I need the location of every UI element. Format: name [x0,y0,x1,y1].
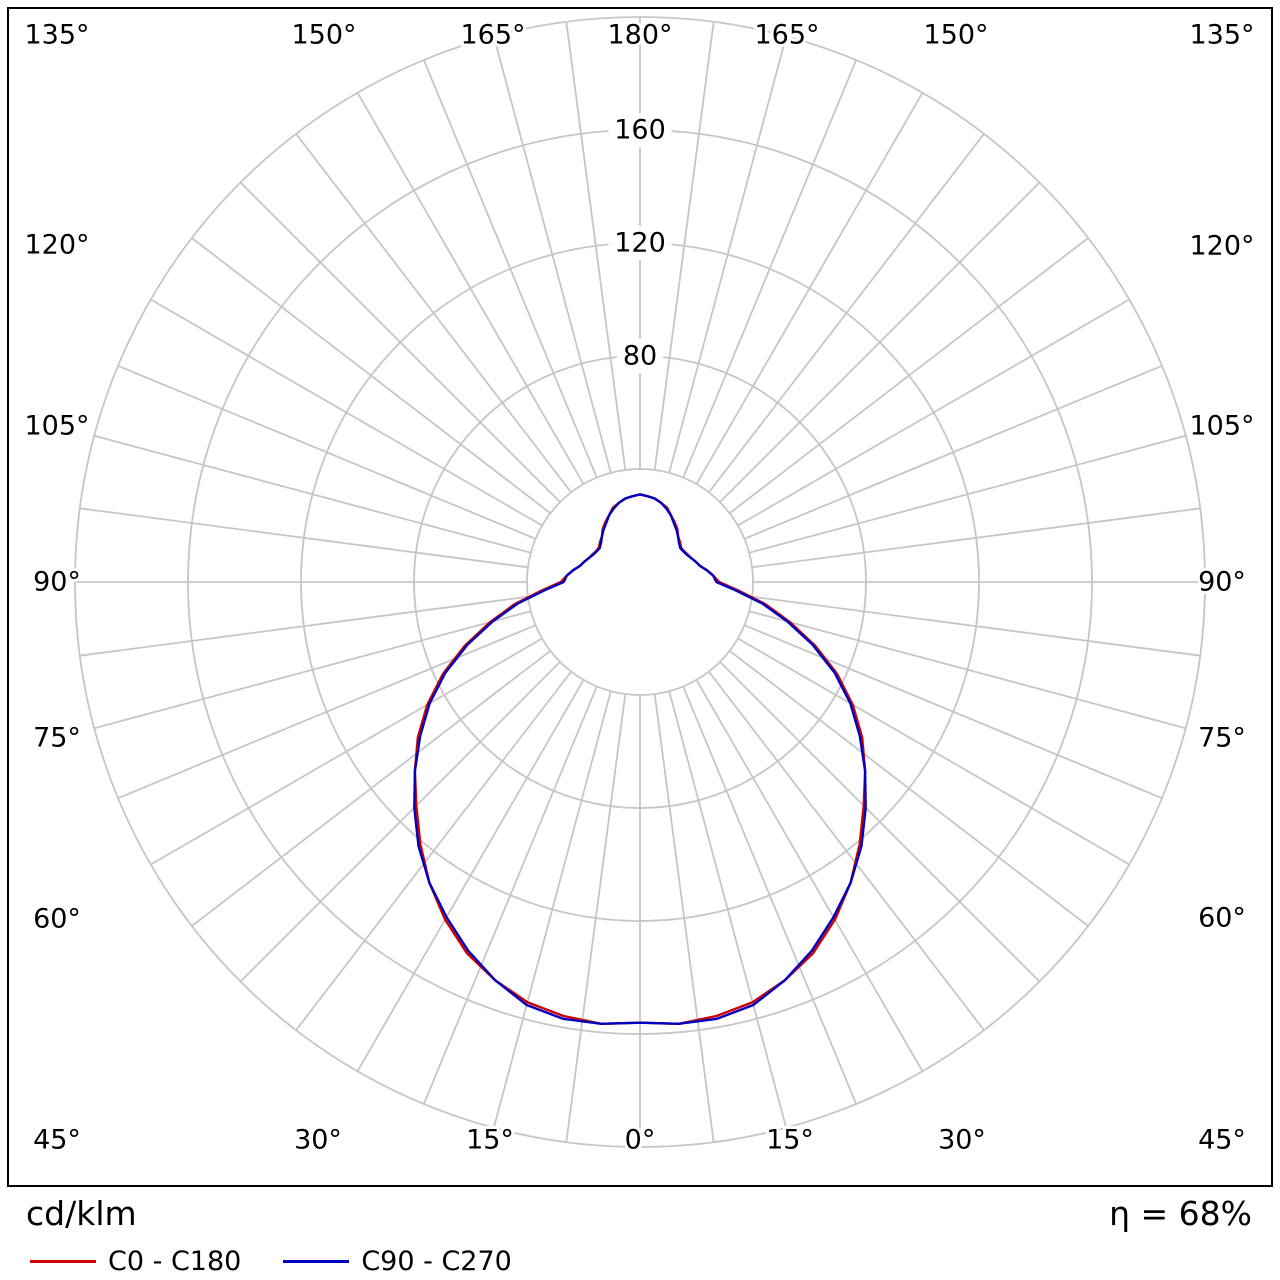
legend-line-c90-c270 [283,1260,350,1263]
grid-spoke [751,507,1201,569]
legend-label-c90-c270: C90 - C270 [361,1246,512,1277]
grid-spoke [653,21,715,471]
angle-label: 75° [1198,723,1246,754]
angle-label: 135° [1189,20,1254,51]
angle-label: 120° [1189,231,1254,262]
legend-items: C0 - C180 C90 - C270 [30,1248,512,1275]
angle-label: 180° [607,20,672,51]
angle-label: 105° [24,411,89,442]
ring-label-bg [608,226,672,260]
grid-spoke [117,624,536,800]
grid-spoke [79,507,529,569]
curve-c90-c270 [413,493,867,1025]
grid-spoke [737,637,1130,866]
grid-spoke [719,181,1041,503]
angle-label: 150° [291,20,356,51]
grid-spoke [737,298,1130,527]
grid-spoke [492,36,612,474]
grid-spoke [682,59,858,478]
legend-line-c0-c180 [30,1260,96,1263]
angle-label: 15° [766,1125,814,1156]
ring-label-bg [617,339,663,373]
angle-label: 135° [24,20,89,51]
grid-spoke [117,364,536,540]
grid-spoke [748,610,1186,730]
angle-label: 15° [466,1125,514,1156]
grid-spoke [295,671,572,1031]
grid-spoke [239,661,561,983]
ring-label: 120 [614,228,666,259]
angle-label: 120° [24,230,89,261]
grid-spoke [653,693,715,1143]
grid-spoke [94,434,532,554]
grid-spoke [492,690,612,1128]
grid-spoke [191,237,551,514]
grid-spoke [565,693,627,1143]
angle-label: 90° [33,567,81,598]
grid-spoke [748,434,1186,554]
grid-spoke [295,133,572,493]
grid-spoke [565,21,627,471]
angle-label: 90° [1198,567,1246,598]
legend-item-c90-c270: C90 - C270 [283,1248,512,1275]
grid-spoke [695,679,924,1072]
grid-spoke [708,133,985,493]
grid-spoke [729,237,1089,514]
grid-spoke [668,690,788,1128]
grid-spoke [94,610,532,730]
legend-label-c0-c180: C0 - C180 [108,1246,242,1277]
ring-label: 160 [614,115,666,146]
grid-spoke [744,364,1163,540]
grid-spoke [150,637,543,866]
unit-label: cd/klm [26,1194,137,1233]
angle-label: 75° [33,723,81,754]
efficiency-label: η = 68% [1109,1194,1252,1233]
grid-spoke [422,686,598,1105]
grid-spoke [751,595,1201,657]
angle-label: 165° [460,20,525,51]
angle-label: 60° [1198,903,1246,934]
grid-spoke [191,650,551,927]
grid-spoke [708,671,985,1031]
angle-label: 150° [923,20,988,51]
legend-item-c0-c180: C0 - C180 [30,1248,241,1275]
angle-label: 165° [754,20,819,51]
grid-spoke [239,181,561,503]
grid-spoke [744,624,1163,800]
grid-spoke [668,36,788,474]
grid-spoke [356,92,585,485]
angle-label: 30° [294,1125,342,1156]
angle-label: 105° [1189,411,1254,442]
angle-label: 60° [33,904,81,935]
angle-label: 45° [33,1125,81,1156]
grid-spoke [695,92,924,485]
ring-label-bg [608,113,672,147]
grid-spoke [356,679,585,1072]
grid-spoke [719,661,1041,983]
angle-label: 30° [938,1125,986,1156]
angle-label: 45° [1198,1125,1246,1156]
ring-label: 80 [623,341,657,372]
grid-spoke [150,298,543,527]
grid-spoke [682,686,858,1105]
grid-spoke [79,595,529,657]
grid-spoke [422,59,598,478]
angle-label: 0° [625,1125,656,1156]
legend-bar: cd/klm η = 68% C0 - C180 C90 - C270 [0,1192,1280,1280]
grid-spoke [729,650,1089,927]
